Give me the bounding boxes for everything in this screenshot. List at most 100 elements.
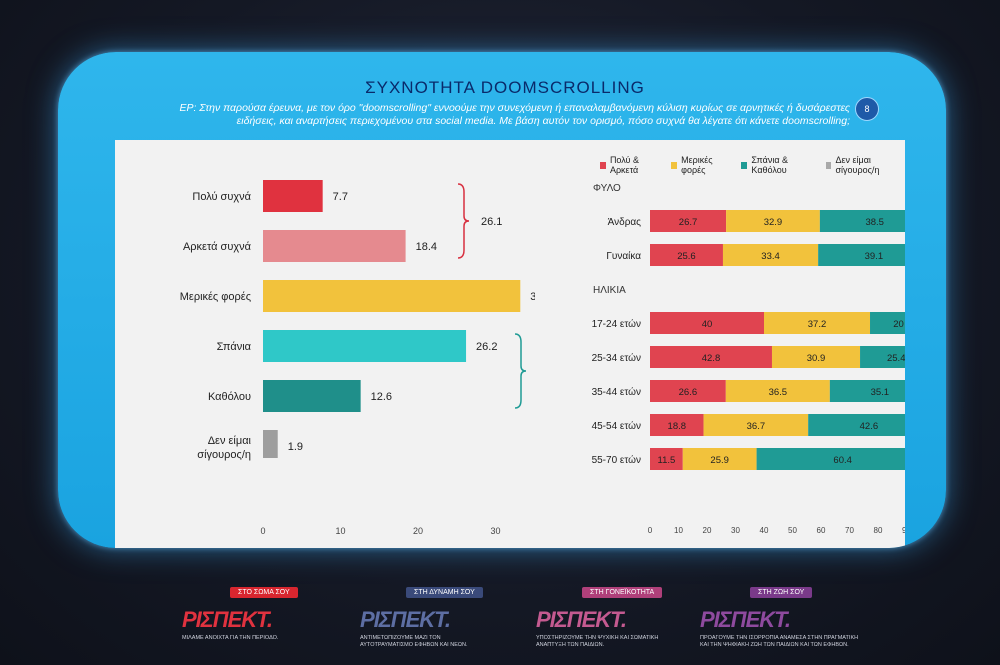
logo-subtitle: ΑΝΤΙΜΕΤΩΠΙΖΟΥΜΕ ΜΑΖΙ ΤΟΝ ΑΥΤΟΤΡΑΥΜΑΤΙΣΜΟ… (360, 635, 540, 649)
x-tick-label: 40 (760, 526, 769, 535)
segment-label: 38.5 (865, 217, 884, 228)
row-label: 35-44 ετών (592, 386, 641, 398)
logo-body: ΣΤΟ ΣΩΜΑ ΣΟΥ ΡΙΣΠΕΚΤ. ΜΙΛΑΜΕ ΑΝΟΙΧΤΑ ΓΙΑ… (182, 587, 332, 657)
legend-swatch (825, 161, 832, 169)
stack-segment (650, 312, 764, 334)
value-label: 18.4 (416, 241, 437, 253)
stack-segment (722, 244, 819, 266)
value-label: 12.6 (371, 391, 392, 403)
bar-4 (263, 380, 361, 412)
logo-subtitle-line: ΑΝΑΠΤΥΞΗ ΤΩΝ ΠΑΙΔΙΩΝ. (536, 642, 605, 648)
bar-1 (263, 230, 406, 262)
stack-segment (726, 210, 820, 232)
row-label: 25-34 ετών (592, 352, 641, 364)
category-label: Αρκετά συχνά (183, 241, 252, 253)
logo-word: ΡΙΣΠΕΚΤ. (700, 607, 791, 632)
logo-subtitle-line: ΑΝΤΙΜΕΤΩΠΙΖΟΥΜΕ ΜΑΖΙ ΤΟΝ (360, 635, 441, 641)
segment-label: 25.6 (677, 251, 696, 262)
logo-tag: ΣΤΗ ΖΩΗ ΣΟΥ (750, 587, 813, 598)
segment-label: 26.7 (679, 217, 698, 228)
legend-item: Πολύ & Αρκετά (600, 155, 660, 175)
segment-label: 25.4 (887, 353, 905, 364)
category-label: Δεν είμαι σίγουρος/η (197, 435, 251, 461)
logo-subtitle: ΠΡΟΑΓΟΥΜΕ ΤΗΝ ΙΣΟΡΡΟΠΙΑ ΑΝΑΜΕΣΑ ΣΤΗΝ ΠΡΑ… (700, 635, 880, 649)
legend-swatch (671, 161, 678, 169)
segment-label: 32.9 (764, 217, 783, 228)
x-tick-label: 70 (845, 526, 854, 535)
slide-question: ΕΡ: Στην παρούσα έρευνα, με τον όρο "doo… (179, 102, 850, 127)
bar-2 (263, 280, 521, 312)
x-tick-label: 20 (413, 526, 423, 536)
chart-panel: Πολύ & Αρκετά Μερικές φορές Σπάνια & Καθ… (115, 140, 905, 548)
stack-segment (650, 210, 727, 232)
bar-0 (263, 180, 323, 212)
x-tick-label: 80 (874, 526, 883, 535)
category-label: Πολύ συχνά (192, 191, 251, 203)
legend-item: Μερικές φορές (671, 155, 730, 175)
logo-word: ΡΙΣΠΕΚΤ. (360, 607, 451, 632)
stack-segment (819, 210, 905, 232)
demographics-stacked-chart: ΦΥΛΟΗΛΙΚΙΑΆνδρας26.732.938.52Γυναίκα25.6… (592, 183, 905, 535)
logo-tag: ΣΤΗ ΔΥΝΑΜΗ ΣΟΥ (406, 587, 483, 598)
stack-segment (650, 414, 704, 436)
logo-subtitle-line: ΠΡΟΑΓΟΥΜΕ ΤΗΝ ΙΣΟΡΡΟΠΙΑ ΑΝΑΜΕΣΑ ΣΤΗΝ ΠΡΑ… (700, 635, 859, 641)
x-tick-label: 60 (817, 526, 826, 535)
logo-subtitle: ΜΙΛΑΜΕ ΑΝΟΙΧΤΑ ΓΙΑ ΤΗΝ ΠΕΡΙΟΔΟ. (182, 635, 362, 642)
value-label: 33.2 (530, 291, 535, 303)
x-tick-label: 0 (260, 526, 265, 536)
stack-segment (682, 448, 757, 470)
x-tick-label: 90 (902, 526, 905, 535)
value-label: 1.9 (288, 441, 303, 453)
segment-label: 25.9 (710, 455, 729, 466)
legend-label: Μερικές φορές (681, 155, 713, 175)
segment-label: 30.9 (807, 353, 826, 364)
row-label: Γυναίκα (606, 250, 641, 262)
stack-segment (650, 244, 723, 266)
stack-segment (860, 346, 905, 368)
x-tick-label: 20 (703, 526, 712, 535)
stack-segment (650, 380, 726, 402)
category-label: Μερικές φορές (180, 291, 251, 303)
legend-item: Δεν είμαι σίγουρος/η (825, 155, 905, 175)
logo-tag: ΣΤΗ ΓΟΝΕΪΚΟΤΗΤΑ (582, 587, 663, 598)
segment-label: 37.2 (808, 319, 827, 330)
segment-label: 60.4 (833, 455, 852, 466)
segment-label: 20 (893, 319, 904, 330)
x-tick-label: 50 (788, 526, 797, 535)
row-label: 45-54 ετών (592, 420, 641, 432)
segment-label: 42.6 (860, 421, 879, 432)
x-tick-label: 10 (335, 526, 345, 536)
slide-title: ΣΥΧΝΟΤΗΤΑ DOOMSCROLLING (365, 78, 645, 97)
logo-parenting: ΣΤΗ ΓΟΝΕΪΚΟΤΗΤΑ ΡΙΣΠΕΚΤ. ΥΠΟΣΤΗΡΙΖΟΥΜΕ Τ… (536, 587, 686, 657)
stack-segment (764, 312, 871, 334)
legend-label: Σπάνια & Καθόλου (751, 155, 789, 175)
value-label: 26.2 (476, 341, 497, 353)
segment-label: 40 (702, 319, 713, 330)
stack-segment (703, 414, 809, 436)
row-label: 17-24 ετών (592, 318, 641, 330)
stack-segment (650, 346, 772, 368)
logo-subtitle-line: ΑΥΤΟΤΡΑΥΜΑΤΙΣΜΟ ΕΦΗΒΩΝ ΚΑΙ ΝΕΩΝ. (360, 642, 468, 648)
bar-5 (263, 430, 278, 458)
segment-label: 35.1 (871, 387, 890, 398)
stack-segment (650, 448, 683, 470)
x-tick-label: 10 (674, 526, 683, 535)
stack-segment (808, 414, 905, 436)
logo-word: ΡΙΣΠΕΚΤ. (536, 607, 627, 632)
segment-label: 36.7 (747, 421, 766, 432)
row-label: 55-70 ετών (592, 454, 641, 466)
category-label: Σπάνια (217, 341, 252, 353)
logo-subtitle-line: ΜΙΛΑΜΕ ΑΝΟΙΧΤΑ ΓΙΑ ΤΗΝ ΠΕΡΙΟΔΟ. (182, 635, 279, 641)
group-label: ΗΛΙΚΙΑ (593, 285, 626, 296)
logo-subtitle: ΥΠΟΣΤΗΡΙΖΟΥΜΕ ΤΗΝ ΨΥΧΙΚΗ ΚΑΙ ΣΩΜΑΤΙΚΗ ΑΝ… (536, 635, 716, 649)
segment-label: 11.5 (657, 455, 675, 466)
segment-label: 33.4 (761, 251, 780, 262)
logo-strength: ΣΤΗ ΔΥΝΑΜΗ ΣΟΥ ΡΙΣΠΕΚΤ. ΑΝΤΙΜΕΤΩΠΙΖΟΥΜΕ … (360, 587, 510, 657)
x-tick-label: 0 (648, 526, 653, 535)
stack-segment (756, 448, 905, 470)
footer-logos: ΣΤΟ ΣΩΜΑ ΣΟΥ ΡΙΣΠΕΚΤ. ΜΙΛΑΜΕ ΑΝΟΙΧΤΑ ΓΙΑ… (0, 575, 1000, 665)
logo-word: ΡΙΣΠΕΚΤ. (182, 607, 273, 632)
segment-label: 18.8 (668, 421, 687, 432)
bar-3 (263, 330, 467, 362)
row-label: Άνδρας (608, 217, 642, 228)
